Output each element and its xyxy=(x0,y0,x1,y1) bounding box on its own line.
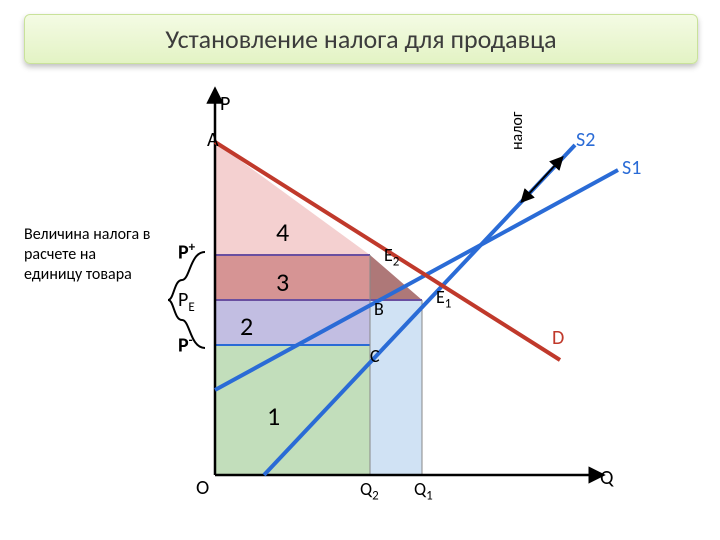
axis-label-q: Q xyxy=(600,466,613,490)
region-4-label: 4 xyxy=(276,216,289,248)
point-b: B xyxy=(374,298,384,320)
axis-label-p: P xyxy=(220,92,230,116)
point-c: C xyxy=(370,345,380,367)
label-q1: Q1 xyxy=(414,478,433,504)
region-1 xyxy=(215,345,370,475)
label-pplus: P+ xyxy=(178,240,195,265)
tax-label: налог xyxy=(508,112,527,150)
curve-label-d: D xyxy=(552,326,564,350)
point-e2: E2 xyxy=(384,244,399,270)
region-1b xyxy=(370,300,422,475)
region-1-label: 1 xyxy=(267,400,280,432)
tax-description: Величина налога в расчете на единицу тов… xyxy=(24,225,154,285)
point-e1: E1 xyxy=(436,286,451,312)
origin-label: O xyxy=(196,476,209,500)
curve-label-s2: S2 xyxy=(576,128,595,152)
tax-arrow xyxy=(525,161,559,198)
curve-label-s1: S1 xyxy=(622,156,641,180)
label-pe: PE xyxy=(178,288,195,315)
region-3 xyxy=(215,255,370,300)
region-2 xyxy=(215,300,370,345)
region-2-label: 2 xyxy=(240,310,253,342)
label-pminus: P- xyxy=(178,333,193,358)
region-3-label: 3 xyxy=(276,266,289,298)
point-a: A xyxy=(207,128,219,152)
label-q2: Q2 xyxy=(360,478,379,504)
